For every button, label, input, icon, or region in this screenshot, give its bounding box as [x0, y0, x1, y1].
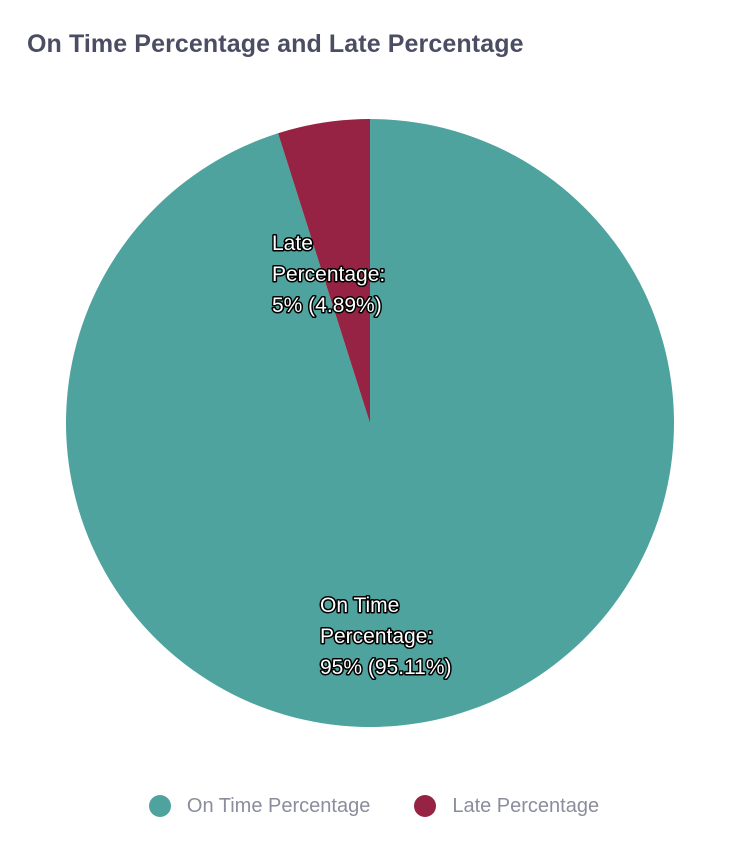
legend-label-on-time: On Time Percentage: [186, 794, 371, 817]
legend-swatch-on-time: [148, 795, 171, 817]
slice-label-line: Late: [272, 232, 313, 255]
legend-label-late: Late Percentage: [452, 794, 600, 817]
slice-label-line: Percentage:: [320, 625, 433, 648]
pie-slices: [66, 119, 675, 727]
legend-swatch-late: [414, 795, 437, 817]
slice-label-line: On Time: [320, 594, 399, 617]
slice-label-on-time-percentage: On Time Percentage: 95% (95.11%): [320, 594, 452, 679]
legend-item-on-time[interactable]: On Time Percentage: [148, 794, 371, 818]
pie-chart: On Time Percentage: 95% (95.11%) Late Percen…: [66, 119, 675, 727]
chart-title: On Time Percentage and Late Percentage: [27, 30, 524, 58]
slice-label-line: 95% (95.11%): [320, 656, 452, 679]
pie-slice-late-percentage[interactable]: [278, 119, 370, 423]
slice-label-line: Percentage:: [272, 263, 385, 286]
slice-label-late-percentage: Late Percentage: 5% (4.89%): [272, 232, 385, 317]
slice-label-line: 5% (4.89%): [272, 294, 382, 317]
pie-labels: On Time Percentage: 95% (95.11%) Late Percen…: [271, 231, 454, 681]
legend-item-late[interactable]: Late Percentage: [414, 795, 599, 818]
pie-slice-on-time-percentage[interactable]: [66, 119, 675, 727]
chart-legend: On Time Percentage Late Percentage: [0, 790, 744, 822]
